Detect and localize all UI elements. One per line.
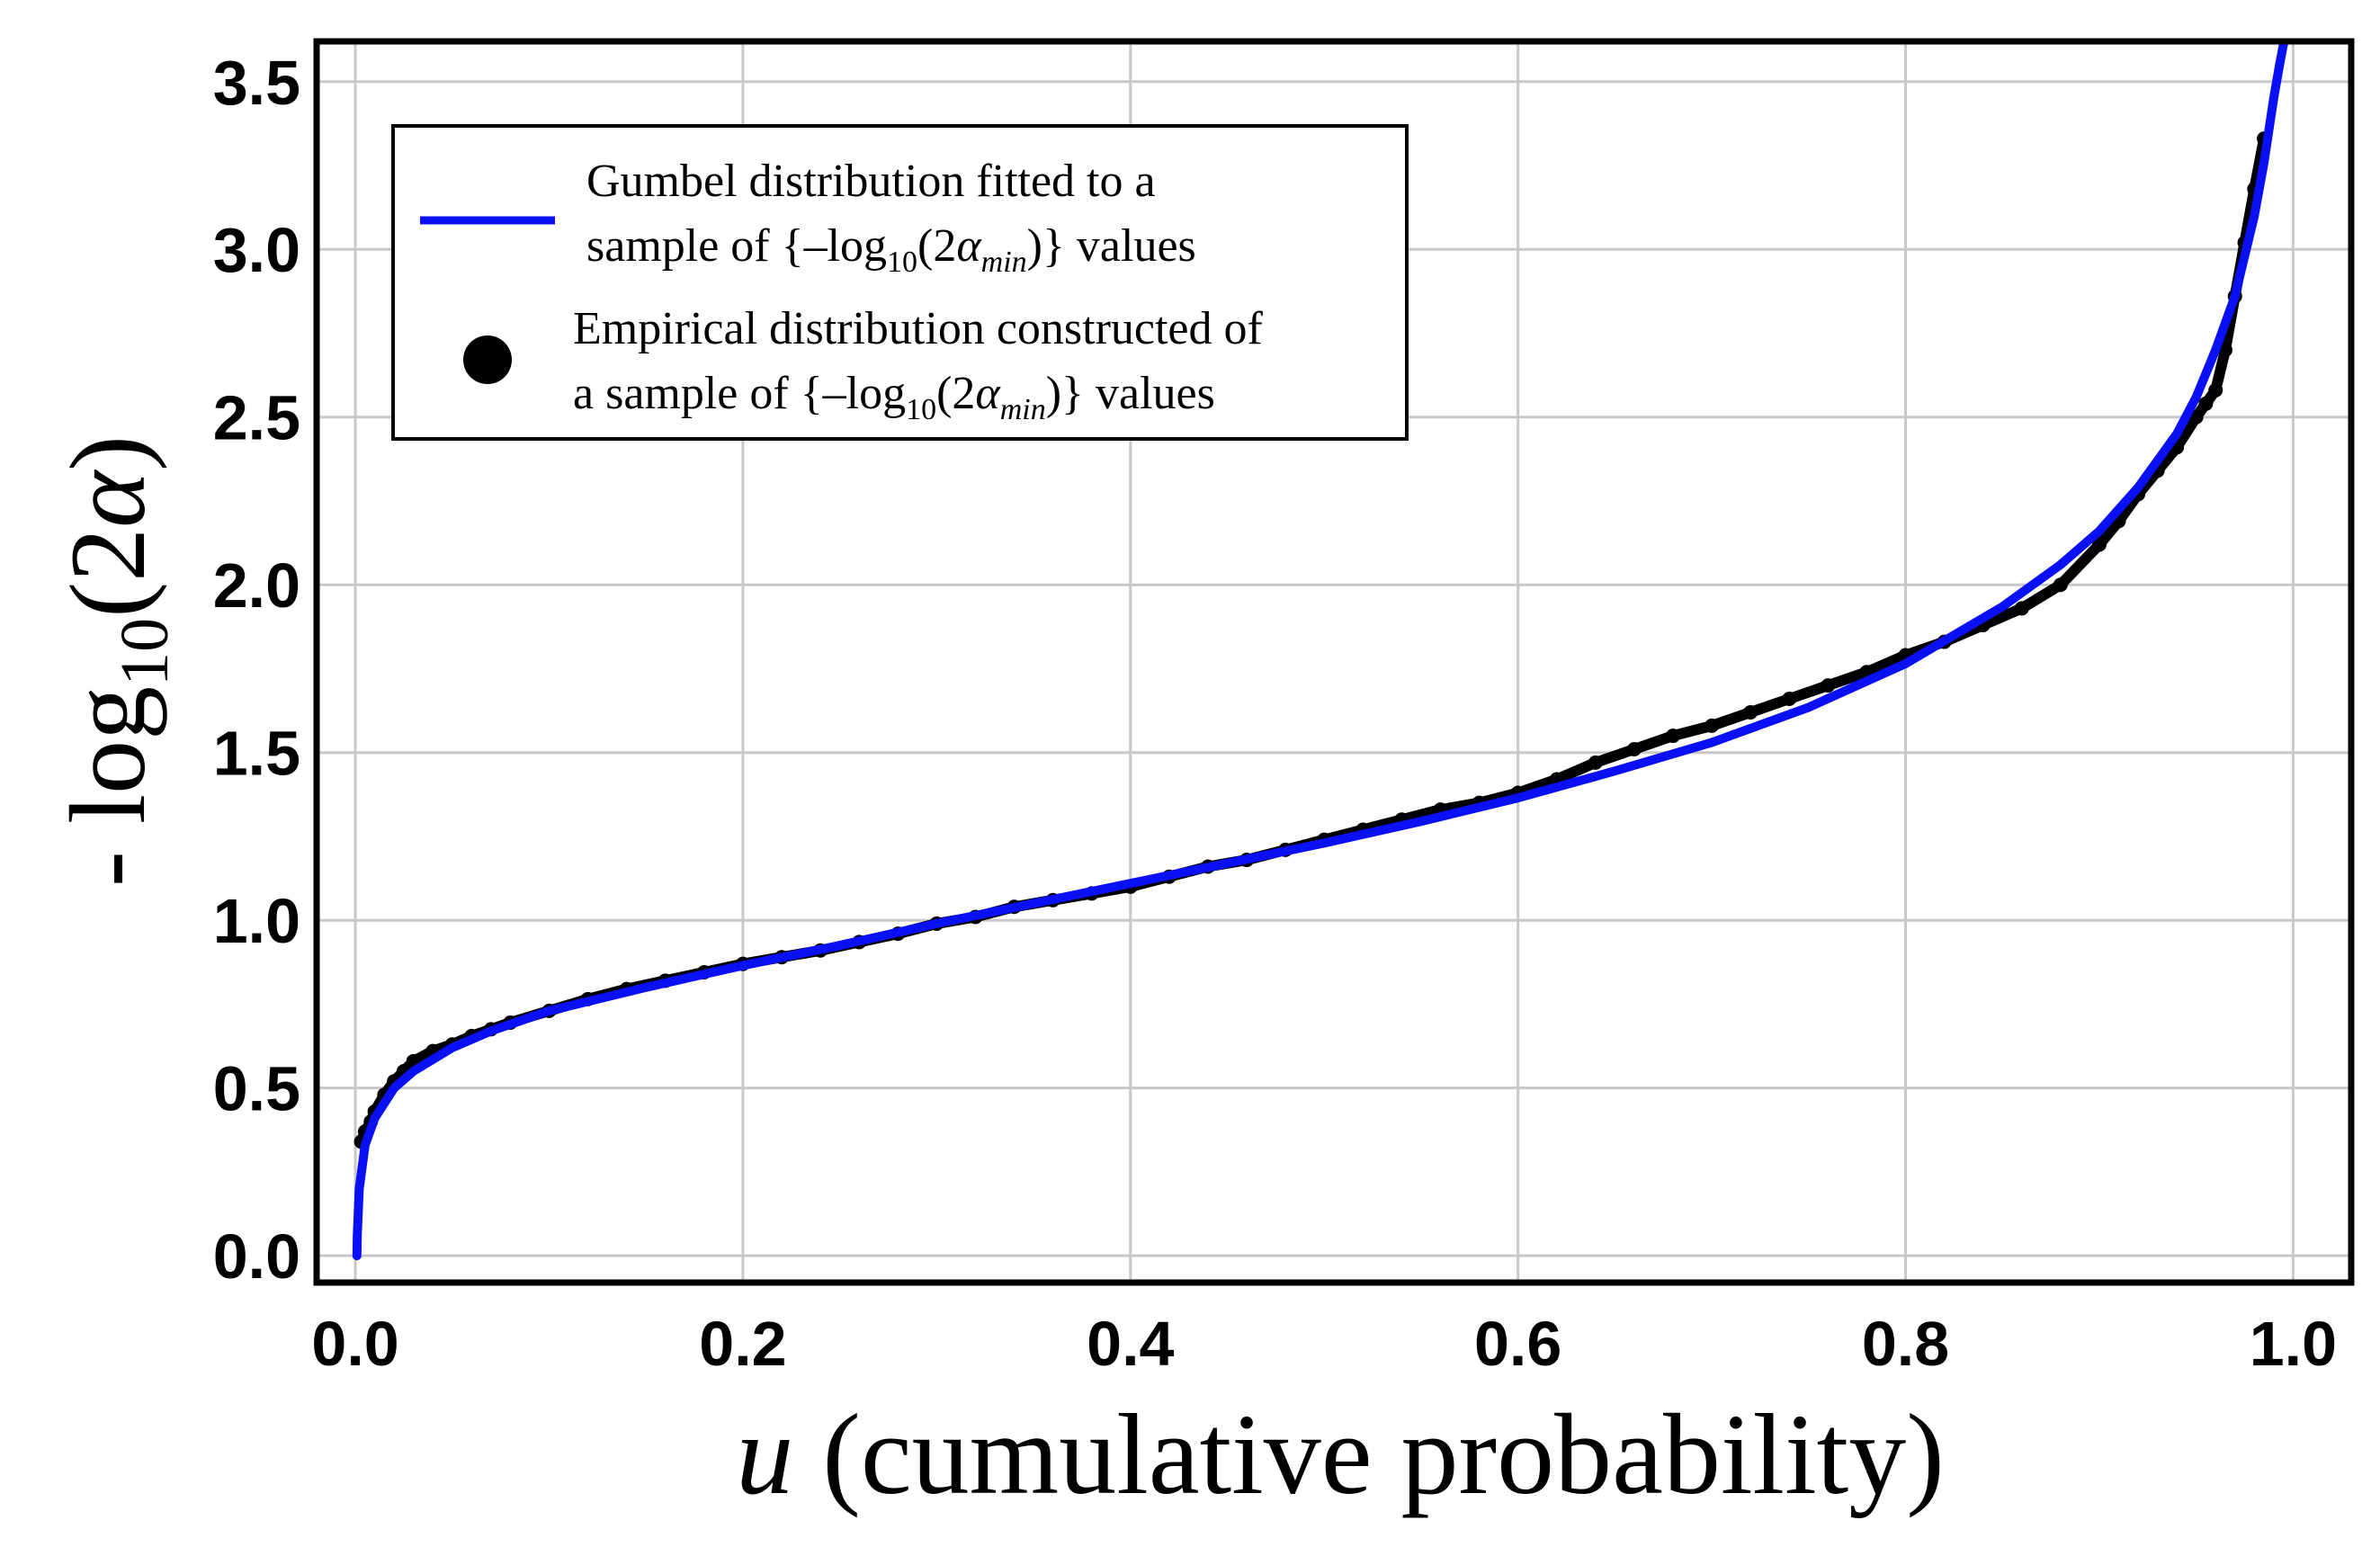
legend-empirical-line2: a sample of {–log10(2αmin)} values bbox=[573, 368, 1215, 426]
y-tick-label: 0.0 bbox=[213, 1221, 300, 1292]
plot-frame bbox=[313, 38, 2355, 1286]
y-tick-label: 0.5 bbox=[213, 1054, 300, 1124]
legend-gumbel-line2: sample of {–log10(2αmin)} values bbox=[586, 220, 1196, 279]
y-tick-label: 3.0 bbox=[213, 215, 300, 285]
legend-gumbel-line2-mid: (2 bbox=[917, 220, 956, 272]
empirical-point bbox=[1666, 729, 1680, 744]
legend-empirical-line2-sub10: 10 bbox=[906, 393, 936, 426]
x-axis-label: u (cumulative probability) bbox=[736, 1391, 1945, 1518]
empirical-point bbox=[2198, 396, 2214, 411]
legend-empirical-line1: Empirical distribution constructed of bbox=[573, 303, 1264, 354]
x-tick-labels: 0.0 0.2 0.4 0.6 0.8 1.0 bbox=[311, 1309, 2337, 1379]
empirical-point bbox=[1704, 718, 1720, 733]
empirical-point bbox=[1743, 704, 1758, 720]
y-axis-label-sub: 10 bbox=[107, 618, 183, 686]
legend-empirical-line2-pre: a sample of {–log bbox=[573, 368, 906, 419]
series-layer bbox=[352, 40, 2288, 1261]
legend-gumbel-line2-pre: sample of {–log bbox=[586, 220, 887, 272]
empirical-point bbox=[2217, 343, 2232, 358]
legend-gumbel-line2-post: )} values bbox=[1027, 220, 1196, 272]
legend-gumbel-line2-sub10: 10 bbox=[887, 246, 917, 279]
y-tick-labels: 0.0 0.5 1.0 1.5 2.0 2.5 3.0 3.5 bbox=[213, 48, 300, 1292]
legend-empirical-line2-alpha: α bbox=[975, 368, 1001, 419]
y-tick-label: 3.5 bbox=[213, 48, 300, 118]
empirical-point bbox=[2208, 382, 2223, 398]
legend: Gumbel distribution fitted to a sample o… bbox=[391, 124, 1409, 441]
legend-empirical-line2-post: )} values bbox=[1046, 368, 1215, 419]
legend-gumbel-line1: Gumbel distribution fitted to a bbox=[586, 156, 1156, 207]
legend-gumbel-line2-alpha: α bbox=[956, 220, 982, 272]
empirical-point bbox=[2091, 537, 2107, 552]
legend-gumbel-line2-min: min bbox=[981, 246, 1027, 279]
legend-empirical-line2-mid: (2 bbox=[936, 368, 975, 419]
x-tick-label: 0.6 bbox=[1474, 1309, 1561, 1379]
x-tick-label: 0.4 bbox=[1087, 1309, 1174, 1379]
empirical-point bbox=[1782, 692, 1797, 707]
y-axis-label-prefix: - log bbox=[48, 686, 167, 887]
empirical-point bbox=[1626, 741, 1642, 756]
gumbel-fit-line bbox=[352, 40, 2288, 1261]
y-axis-label: - log10(2α) bbox=[48, 435, 183, 887]
legend-empirical-line2-min: min bbox=[1000, 393, 1046, 426]
empirical-point bbox=[1588, 755, 1603, 770]
x-tick-label: 1.0 bbox=[2250, 1309, 2337, 1379]
x-tick-label: 0.0 bbox=[311, 1309, 398, 1379]
y-tick-label: 2.0 bbox=[213, 550, 300, 621]
y-tick-label: 2.5 bbox=[213, 383, 300, 453]
x-tick-label: 0.2 bbox=[699, 1309, 786, 1379]
empirical-point bbox=[1821, 678, 1836, 693]
y-axis-label-open: (2 bbox=[48, 528, 167, 618]
y-tick-label: 1.0 bbox=[213, 886, 300, 956]
y-tick-label: 1.5 bbox=[213, 719, 300, 789]
legend-empirical-marker bbox=[463, 335, 512, 384]
x-axis-label-text: (cumulative probability) bbox=[793, 1391, 1945, 1518]
empirical-point bbox=[2053, 577, 2068, 593]
x-axis-label-var: u bbox=[736, 1391, 793, 1518]
empirical-point bbox=[2014, 601, 2029, 616]
y-axis-label-var: α bbox=[48, 469, 167, 528]
y-axis-label-close: ) bbox=[48, 435, 167, 471]
x-tick-label: 0.8 bbox=[1862, 1309, 1949, 1379]
legend-box bbox=[391, 124, 1409, 441]
